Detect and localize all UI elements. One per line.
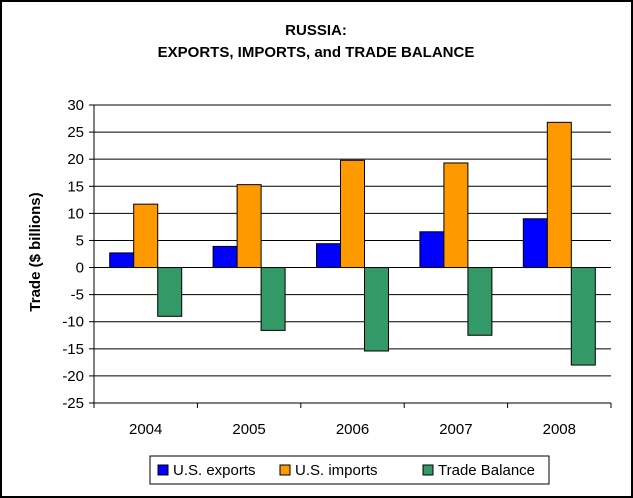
legend-swatch [157,464,169,476]
bar-trade-balance-2006 [364,267,389,352]
y-tick-label: 20 [67,151,84,168]
bar-u-s-exports-2008 [522,218,548,269]
bar-u-s-exports-2004 [109,252,135,269]
y-tick-label: -20 [62,368,84,385]
x-tick-label: 2008 [543,421,576,438]
bar-u-s-imports-2004 [133,203,159,269]
plot-area: 30 25 20 15 10 5 0 -5 -10 -15 -20 -25 2004 2005 2006 20… [62,97,612,438]
bar-u-s-imports-2006 [340,159,365,269]
bar-u-s-imports-2005 [236,184,262,269]
chart-title-line-1: RUSSIA: [285,22,347,39]
y-tick-label: 10 [67,205,84,222]
y-tick-label: 0 [76,260,84,277]
legend-swatch [279,464,291,476]
y-tick-label: -25 [62,395,84,412]
x-tick-label: 2006 [336,421,369,438]
chart-title-line-2: EXPORTS, IMPORTS, and TRADE BALANCE [158,44,475,61]
x-tick-label: 2005 [232,421,265,438]
y-tick-label: -10 [62,314,84,331]
legend: U.S. exports U.S. imports Trade Balance [149,455,550,485]
legend-label: U.S. imports [295,462,378,479]
y-axis-label: Trade ($ billions) [27,192,44,311]
bar-u-s-exports-2006 [316,243,341,269]
bar-u-s-imports-2007 [443,162,469,269]
bar-trade-balance-2005 [260,267,286,331]
bar-trade-balance-2004 [157,267,183,317]
legend-box [149,455,550,485]
bar-trade-balance-2008 [570,267,596,366]
bar-u-s-exports-2007 [419,231,445,269]
y-tick-label: 5 [76,232,84,249]
x-tick-label: 2007 [439,421,472,438]
y-tick-label: 30 [67,97,84,114]
bar-u-s-exports-2005 [212,245,238,269]
y-tick-label: -15 [62,341,84,358]
y-tick-label: 25 [67,124,84,141]
legend-label: Trade Balance [438,462,535,479]
legend-label: U.S. exports [173,462,256,479]
legend-swatch [422,464,434,476]
bar-u-s-imports-2008 [546,121,572,269]
bar-trade-balance-2007 [467,267,493,336]
x-tick-label: 2004 [129,421,162,438]
y-tick-label: 15 [67,178,84,195]
y-tick-label: -5 [71,287,84,304]
